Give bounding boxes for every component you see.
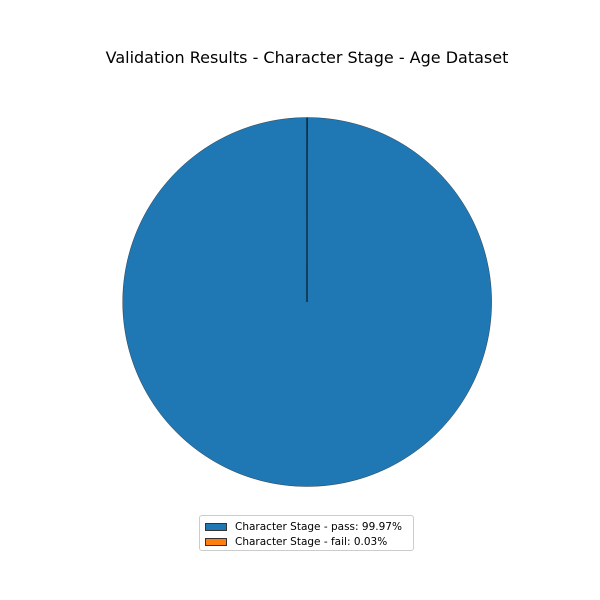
legend-item-fail: Character Stage - fail: 0.03% bbox=[205, 534, 408, 549]
legend-label-fail: Character Stage - fail: 0.03% bbox=[235, 535, 388, 548]
legend-swatch-fail bbox=[205, 537, 227, 546]
legend-label-pass: Character Stage - pass: 99.97% bbox=[235, 520, 402, 533]
legend-item-pass: Character Stage - pass: 99.97% bbox=[205, 519, 408, 534]
chart-legend: Character Stage - pass: 99.97% Character… bbox=[199, 515, 414, 551]
chart-title: Validation Results - Character Stage - A… bbox=[105, 48, 509, 67]
legend-swatch-pass bbox=[205, 522, 227, 531]
